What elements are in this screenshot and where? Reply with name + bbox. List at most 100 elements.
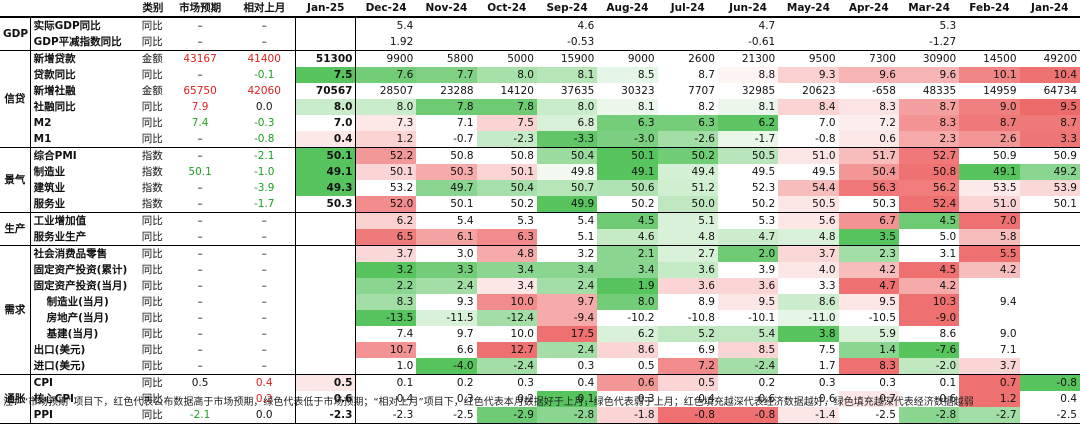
header-month: Nov-24 [425,2,468,14]
month-value: 1.92 [389,36,414,48]
month-value: 9.5 [1019,99,1080,115]
month-value: -2.8 [898,407,960,424]
month-value: -2.4 [717,358,779,375]
indicator-name: 固定资产投资(累计) [33,264,128,276]
month-value: 51.2 [657,180,718,196]
month-value [597,34,657,51]
header-month: Jun-24 [729,2,767,14]
month-value: 49.2 [1019,164,1080,180]
month-value: 5.4 [536,212,598,229]
table-row: M2 同比 7.4 -0.3 7.0 7.3 7.1 7.5 6.8 6.3 6.3 6.2 7.0 7.… [0,115,1080,131]
month-value: 7.5 [778,342,839,358]
month-value: 8.1 [536,67,598,83]
month-value: 53.9 [1019,180,1080,196]
month-value: -4.0 [416,358,477,375]
month-value [295,342,357,358]
indicator-name: 工业增加值 [33,215,87,227]
month-value: -2.8 [536,407,598,424]
month-value: -2.3 [295,407,357,424]
month-value: 50.2 [717,196,779,213]
month-value: 30900 [922,53,957,65]
month-value: 5.1 [657,212,718,229]
month-value [1020,34,1080,51]
month-value [1020,17,1080,34]
month-value: -11.0 [778,310,839,326]
month-value: 51.0 [778,147,839,164]
month-value: 50.3 [295,196,357,213]
month-value: 0.6 [295,391,357,407]
month-value: 9500 [808,53,836,65]
month-value: 4.5 [898,262,960,278]
month-value: 8.9 [657,294,718,310]
month-value: 49.1 [295,164,357,180]
footnote: 注：“市场预期”项目下，红色代表公布数据高于市场预期，绿色代表低于市场预期；“相… [3,397,974,408]
month-value: 7.2 [838,115,899,131]
prev-change-value: – [233,34,297,51]
month-value: 0.3 [778,374,839,391]
month-value: 17.5 [536,326,598,342]
month-value: 9.7 [536,294,598,310]
month-value: 4.8 [778,229,839,246]
forecast-value: – [197,248,203,260]
indicator-unit: 同比 [141,20,163,32]
month-value: 3.6 [657,262,718,278]
month-value [416,17,476,34]
month-value: 1.0 [355,358,417,375]
month-value: 8.0 [597,294,658,310]
month-value: 32985 [741,85,776,97]
month-value: 0.7 [838,391,899,407]
month-value: 0.5 [657,374,718,391]
month-value: 0.3 [536,358,598,375]
prev-change-value: 0.4 [233,374,297,391]
header-group-spacer [0,0,30,17]
prev-change-value: – [233,229,297,246]
month-value: 49.1 [959,164,1020,180]
month-value [295,326,357,342]
month-value [477,17,537,34]
header-month: Apr-24 [848,2,889,14]
month-value: 7.8 [416,99,477,115]
month-value: 4.2 [898,278,960,294]
indicator-unit: 指数 [141,182,163,194]
month-value: 0.4 [657,391,718,407]
forecast-value: – [197,231,203,243]
month-value: 2.6 [959,131,1020,148]
indicator-unit: 同比 [141,296,163,308]
prev-change-value: – [233,245,297,262]
month-value: 8.0 [355,99,417,115]
month-value: 50.8 [898,164,960,180]
month-value: 2.7 [657,245,718,262]
month-value: 8.1 [717,99,779,115]
month-value: 6.1 [416,229,477,246]
indicator-unit: 同比 [141,264,163,276]
prev-change-value: -1.0 [233,164,297,180]
month-value: 51.7 [838,147,899,164]
month-value: 9.5 [717,294,779,310]
month-value [959,34,1019,51]
prev-change-value: -0.3 [233,115,297,131]
month-value: 3.3 [778,278,839,294]
month-value: 7.8 [476,99,537,115]
indicator-name: 服务业 [33,198,66,210]
month-value: 49.3 [295,180,357,196]
month-value: 50.1 [295,147,357,164]
month-value: 53.5 [959,180,1020,196]
month-value: 2.3 [838,245,899,262]
month-value: 7.1 [959,342,1020,358]
month-value: 3.5 [838,229,899,246]
month-value: 56.3 [838,180,899,196]
month-value: 7300 [869,53,896,65]
month-value: 50.1 [476,164,537,180]
month-value: 5.4 [416,212,477,229]
month-value: 0.1 [355,374,417,391]
forecast-value: – [197,215,203,227]
table-row: 景气 综合PMI 指数 – -2.1 50.1 52.2 50.8 50.8 50.4 50.1 50… [0,147,1080,213]
table-row: GDP平减指数同比 同比 – – 1.92 -0.53 -0.61 -1.27 [0,34,1080,51]
month-value: 37635 [560,85,595,97]
month-value [295,245,357,262]
month-value: 3.6 [717,278,779,294]
month-value [1020,358,1080,375]
month-value: 7.4 [355,326,417,342]
month-value: 3.2 [536,245,598,262]
month-value [839,34,899,51]
